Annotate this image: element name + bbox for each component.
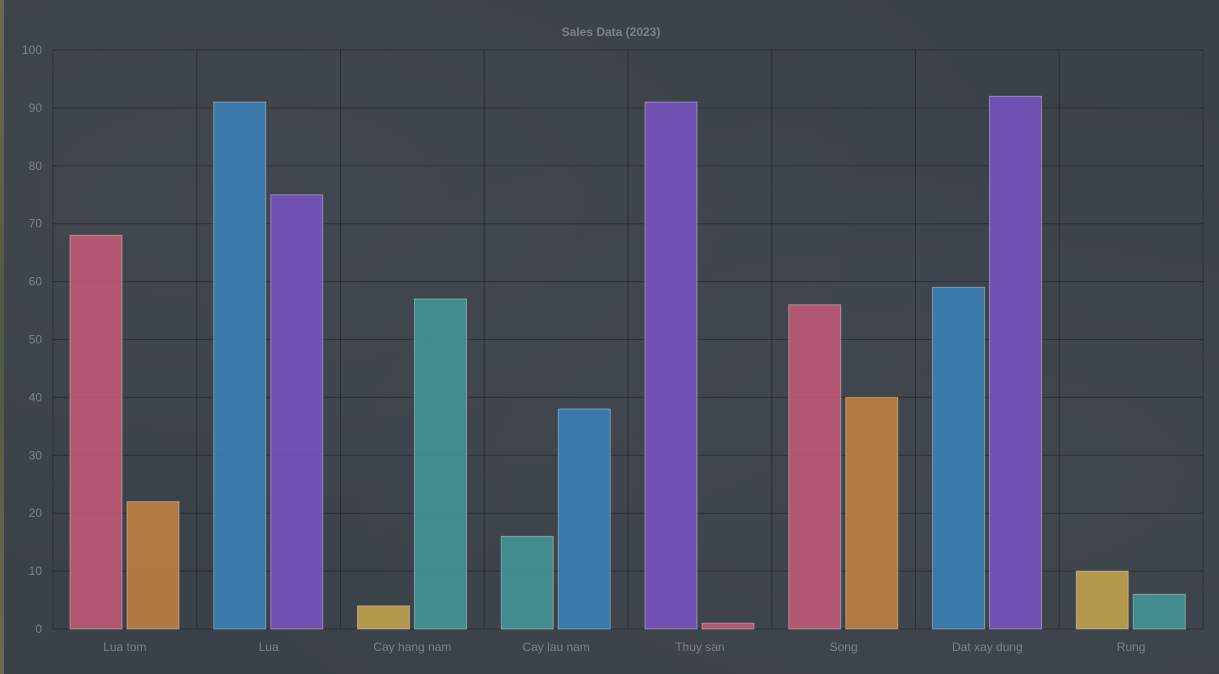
x-tick-label: Cay lau nam — [522, 640, 589, 654]
bar — [414, 298, 467, 630]
bar — [845, 396, 899, 630]
map-edge-strip — [0, 0, 4, 674]
bar — [701, 622, 755, 630]
y-tick-label: 70 — [29, 217, 43, 231]
y-tick-label: 50 — [29, 333, 43, 347]
bar — [1075, 570, 1129, 630]
y-tick-label: 40 — [29, 390, 43, 404]
bars-group — [69, 95, 1186, 630]
bar — [270, 194, 324, 630]
x-tick-label: Thuy san — [675, 640, 724, 654]
y-tick-label: 60 — [29, 275, 43, 289]
y-tick-label: 20 — [29, 506, 43, 520]
y-tick-label: 100 — [22, 43, 42, 57]
bar — [932, 286, 985, 630]
y-tick-label: 0 — [35, 622, 42, 636]
y-tick-label: 90 — [29, 101, 43, 115]
bar — [1132, 593, 1186, 630]
x-tick-label: Lua — [259, 640, 279, 654]
bar — [126, 501, 180, 630]
x-tick-label: Dat xay dung — [952, 640, 1023, 654]
chart-title: Sales Data (2023) — [562, 25, 661, 39]
y-axis-ticks: 0 10 20 30 40 50 60 70 80 90 100 — [22, 43, 42, 636]
x-tick-label: Song — [830, 640, 858, 654]
bar — [500, 535, 554, 630]
x-axis-ticks: Lua tom Lua Cay hang nam Cay lau nam Thuy sa… — [103, 640, 1145, 654]
bar — [989, 95, 1042, 630]
x-tick-label: Cay hang nam — [373, 640, 451, 654]
y-tick-label: 80 — [29, 159, 43, 173]
bar — [644, 101, 698, 630]
x-tick-label: Lua tom — [103, 640, 146, 654]
x-tick-label: Rung — [1117, 640, 1146, 654]
y-tick-label: 30 — [29, 448, 43, 462]
bar — [69, 234, 123, 630]
bar — [357, 605, 410, 630]
bar — [557, 408, 611, 630]
bar — [788, 304, 842, 630]
bar — [213, 101, 267, 630]
y-tick-label: 10 — [29, 564, 43, 578]
